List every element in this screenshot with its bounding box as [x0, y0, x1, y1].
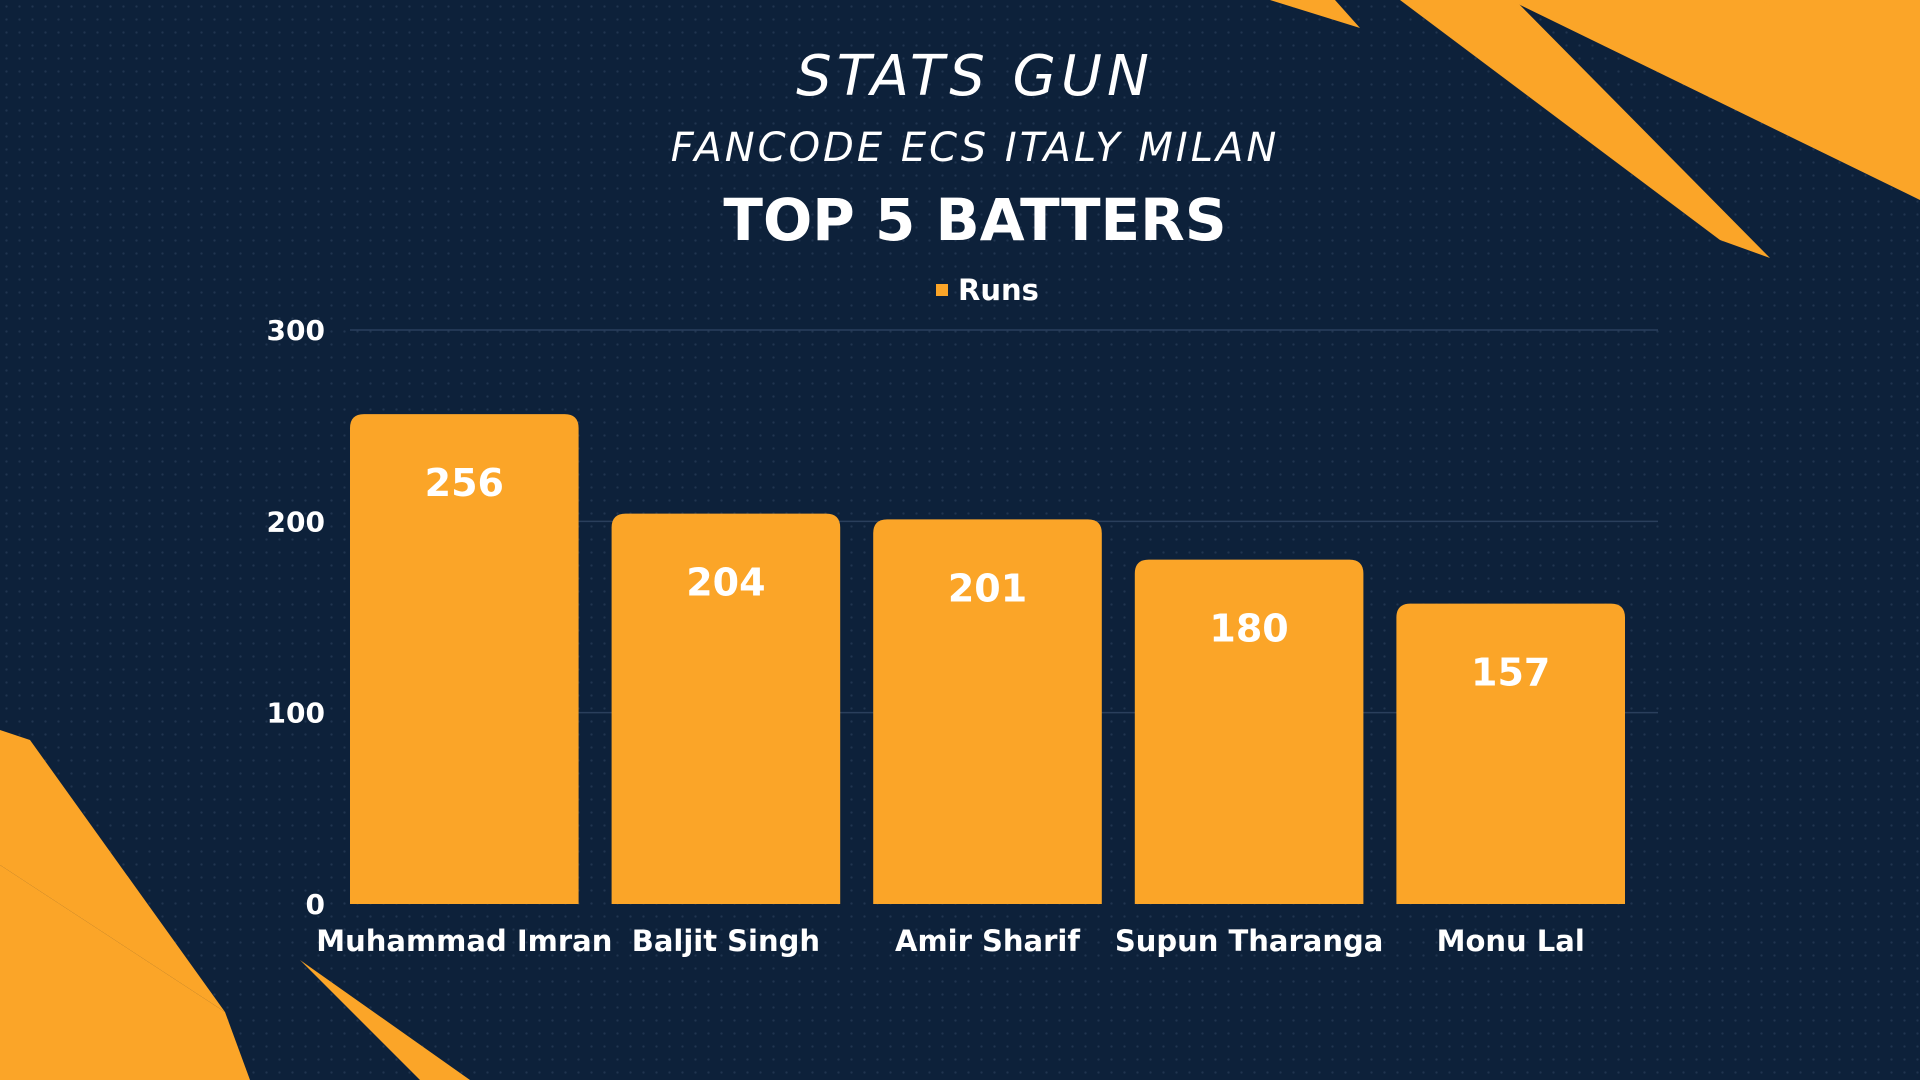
x-axis-labels: Muhammad Imran Baljit Singh Amir Sharif Sup…: [316, 924, 1585, 958]
decor-stripe-top-3: [1510, 0, 1920, 200]
bar: [611, 513, 841, 904]
event-subtitle: FANCODE ECS ITALY MILAN: [670, 125, 1280, 171]
y-axis-ticks: 0 100 200 300: [267, 314, 325, 921]
x-axis-label: Monu Lal: [1437, 924, 1585, 958]
y-tick-label: 100: [267, 697, 325, 730]
decor-stripe-bottom-3: [300, 960, 470, 1080]
legend: Runs: [936, 273, 1039, 307]
legend-swatch: [936, 284, 948, 296]
x-axis-label: Supun Tharanga: [1115, 924, 1384, 958]
decor-stripe-bottom-1: [0, 730, 225, 1012]
bar-value-label: 201: [948, 566, 1027, 610]
y-tick-label: 300: [267, 314, 325, 347]
bar: [1134, 559, 1364, 904]
chart-title: TOP 5 BATTERS: [723, 186, 1227, 254]
bar: [1396, 603, 1625, 904]
y-tick-label: 200: [267, 505, 325, 538]
x-axis-label: Muhammad Imran: [316, 924, 612, 958]
brand-title: STATS GUN: [796, 44, 1154, 109]
bars: [350, 414, 1625, 904]
bar: [350, 414, 579, 904]
y-tick-label: 0: [306, 888, 325, 921]
legend-label: Runs: [958, 273, 1039, 307]
decor-stripe-top-2: [1400, 0, 1770, 258]
bar-value-label: 204: [686, 561, 765, 605]
bar: [873, 519, 1102, 904]
bar-value-label: 180: [1209, 607, 1288, 651]
decor-stripe-bottom-2: [0, 865, 250, 1080]
bar-value-labels: 256 204 201 180 157: [425, 461, 1551, 694]
x-axis-label: Amir Sharif: [895, 924, 1080, 958]
x-axis-label: Baljit Singh: [632, 924, 820, 958]
bar-value-label: 256: [425, 461, 504, 505]
decor-stripe-top-4: [1760, 0, 1920, 90]
bar-value-label: 157: [1471, 651, 1550, 695]
decor-stripe-top-1: [1270, 0, 1360, 28]
